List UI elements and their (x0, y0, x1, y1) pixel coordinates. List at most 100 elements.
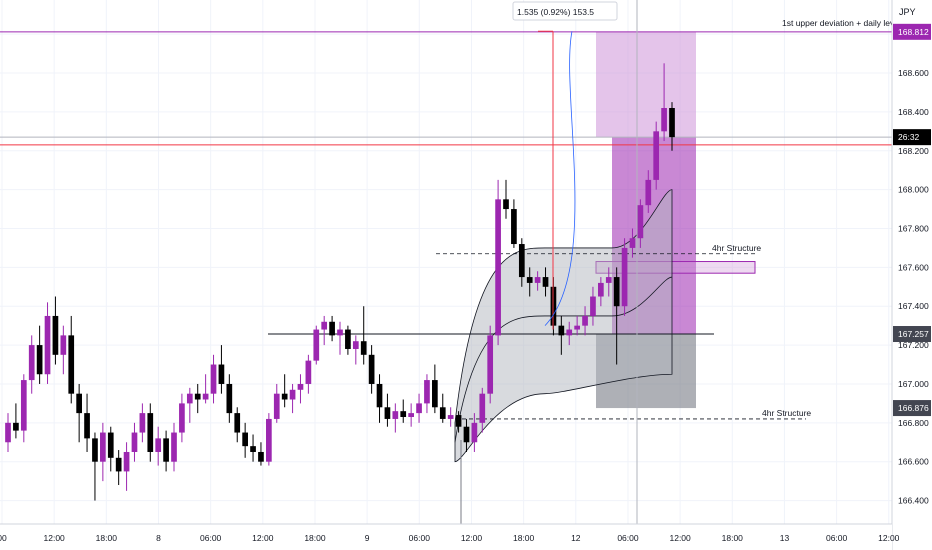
candle-body (518, 244, 525, 278)
candle-body (424, 380, 430, 404)
candle-body (605, 277, 612, 283)
candle (100, 422, 106, 482)
candle (321, 315, 328, 346)
candle-body (281, 393, 288, 400)
candle (273, 383, 280, 423)
candle (147, 403, 154, 462)
candle (352, 335, 359, 365)
candle-body (653, 131, 660, 180)
price-tick: 168.400 (898, 107, 929, 117)
candle (337, 321, 343, 355)
candle-body (44, 315, 51, 375)
candle-body (84, 413, 90, 439)
candle-body (60, 335, 67, 355)
candle (621, 238, 628, 316)
candle (669, 102, 675, 151)
candle-body (598, 282, 604, 297)
candle (566, 321, 573, 346)
candle (479, 387, 486, 433)
candle (487, 325, 494, 404)
candle-body (92, 438, 98, 462)
candle-body (76, 393, 82, 414)
candle (107, 426, 114, 472)
candle-body (210, 364, 217, 394)
price-tick: 167.400 (898, 301, 929, 311)
candle (574, 315, 580, 336)
candle (360, 306, 367, 365)
candle (171, 422, 177, 472)
candle-body (329, 321, 335, 336)
candle-body (131, 432, 138, 452)
candle (526, 267, 533, 297)
candle-body (52, 315, 59, 355)
candle-body (100, 432, 106, 462)
candle-body (297, 383, 304, 390)
candle-body (503, 199, 509, 210)
candle (455, 411, 462, 433)
candle (447, 407, 454, 427)
candle (384, 393, 391, 427)
target-zone (596, 31, 696, 138)
candle-body (471, 422, 478, 443)
candle-body (447, 415, 454, 419)
candle (258, 442, 264, 466)
candle (155, 426, 162, 466)
candle-body (376, 383, 383, 408)
candle (582, 306, 588, 336)
price-tick: 168.600 (898, 68, 929, 78)
projection-curve (544, 31, 576, 326)
candle-body (5, 422, 11, 443)
candle-body (479, 393, 486, 423)
vwap-line (454, 276, 673, 443)
candle-body (234, 413, 241, 433)
candle (471, 413, 478, 452)
candle (234, 407, 241, 443)
candle-body (629, 238, 636, 248)
candle-body (123, 451, 130, 472)
price-tag: 167.257 (898, 329, 929, 339)
currency-label: JPY (899, 7, 916, 17)
candle (653, 121, 660, 190)
price-tick: 167.800 (898, 223, 929, 233)
countdown-tag-bg (893, 129, 931, 146)
time-axis-background (0, 524, 892, 550)
candle (289, 383, 296, 414)
measure-label: 1.535 (0.92%) 153.5 (517, 7, 594, 17)
candle-body (352, 341, 359, 349)
candle (194, 383, 201, 414)
candle (392, 403, 399, 433)
candle-body (661, 108, 667, 132)
candle-body (345, 329, 351, 349)
candle (115, 450, 122, 486)
candle (408, 403, 414, 427)
candle-body (392, 411, 399, 419)
candle-body (558, 325, 565, 336)
candle (495, 179, 501, 346)
candle-body (487, 335, 494, 394)
time-axis (0, 523, 892, 550)
time-tick: 12:00 (44, 533, 66, 543)
candle (13, 403, 19, 439)
candle (210, 354, 217, 404)
candle (518, 238, 525, 287)
candle-body (621, 247, 628, 307)
candle-body (13, 422, 19, 431)
candle-body (155, 438, 162, 452)
candle-body (226, 383, 233, 414)
candle (266, 413, 272, 466)
time-tick: 12:00 (252, 533, 274, 543)
candle-body (139, 413, 146, 433)
candle-body (28, 345, 35, 381)
price-axis (891, 0, 932, 550)
candle-body (171, 432, 177, 462)
time-tick: 12:00 (878, 533, 900, 543)
price-tick: 167.000 (898, 379, 929, 389)
candle-body (337, 329, 343, 336)
candle-body (637, 205, 644, 239)
candle (376, 374, 383, 423)
price-tick: 168.000 (898, 185, 929, 195)
candle-body (194, 393, 201, 400)
candle (226, 374, 233, 423)
candle (84, 393, 90, 452)
